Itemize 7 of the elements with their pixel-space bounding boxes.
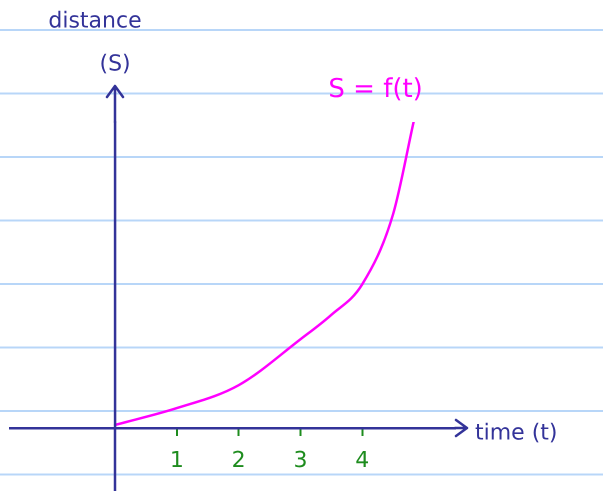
x-tick-label: 1: [170, 448, 184, 473]
x-tick-label: 2: [232, 448, 246, 473]
x-tick-label: 4: [355, 448, 370, 473]
x-tick-label: 3: [293, 448, 308, 473]
x-axis-title: time (t): [475, 420, 558, 446]
y-axis-title: distance (S): [48, 8, 142, 77]
text: S = f(t): [328, 74, 423, 104]
